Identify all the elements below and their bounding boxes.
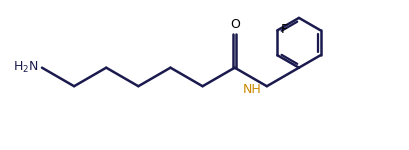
Text: H$_2$N: H$_2$N xyxy=(13,60,38,75)
Text: NH: NH xyxy=(243,83,261,96)
Text: F: F xyxy=(280,23,288,36)
Text: O: O xyxy=(230,18,240,31)
